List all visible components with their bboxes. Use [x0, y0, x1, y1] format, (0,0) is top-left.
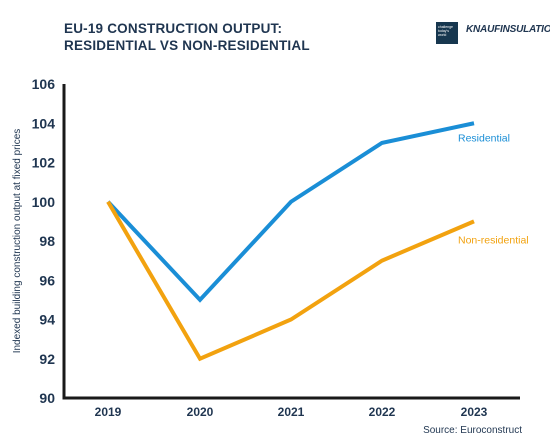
y-tick-label: 100 [32, 194, 56, 210]
y-tick-label: 92 [39, 351, 55, 367]
title-line-1: EU-19 CONSTRUCTION OUTPUT: [64, 21, 283, 36]
y-axis-label: Indexed building construction output at … [12, 129, 23, 354]
y-tick-label: 98 [39, 233, 55, 249]
y-tick-label: 104 [32, 115, 56, 131]
y-tick-label: 106 [32, 76, 56, 92]
y-tick-label: 94 [39, 312, 55, 328]
x-tick-label: 2022 [369, 405, 396, 419]
y-tick-label: 96 [39, 272, 55, 288]
chart-title: EU-19 CONSTRUCTION OUTPUT: RESIDENTIAL V… [64, 20, 310, 54]
knauf-insulation-logo: KNAUFINSULATION [466, 24, 550, 35]
x-tick-label: 2020 [187, 405, 214, 419]
residential-series-label: Residential [458, 132, 510, 144]
challenge-badge-logo: challenge today's world [436, 22, 458, 44]
non-residential-series-line [106, 200, 475, 362]
non-residential-series-label: Non-residential [458, 234, 529, 246]
x-tick-label: 2019 [95, 405, 122, 419]
title-line-2: RESIDENTIAL VS NON-RESIDENTIAL [64, 38, 310, 53]
x-tick-label: 2023 [461, 405, 488, 419]
residential-series-line [106, 121, 475, 303]
y-tick-label: 90 [39, 390, 55, 406]
x-tick-label: 2021 [278, 405, 305, 419]
source-note: Source: Euroconstruct [423, 425, 522, 436]
y-tick-label: 102 [32, 155, 56, 171]
